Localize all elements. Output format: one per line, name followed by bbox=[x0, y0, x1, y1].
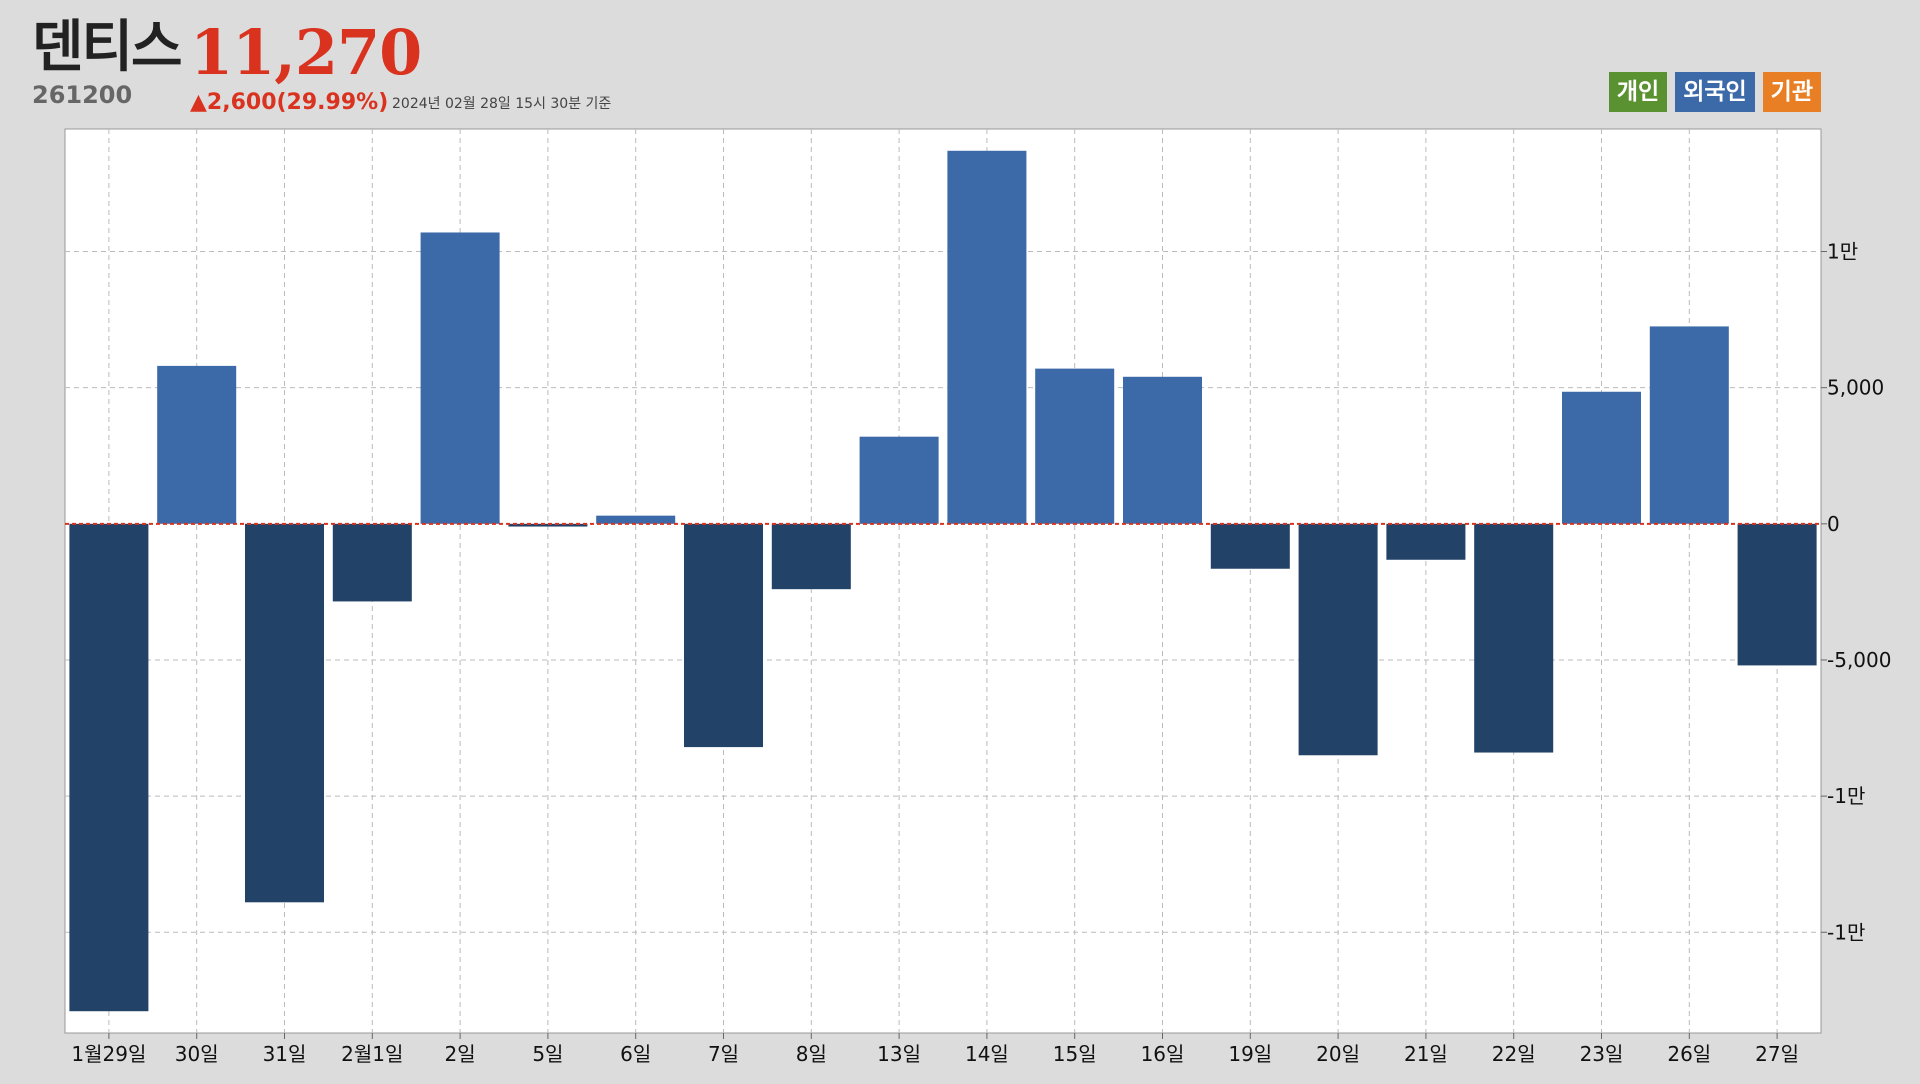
x-tick-label-6: 5일 bbox=[532, 1042, 563, 1066]
x-tick-label-11: 14일 bbox=[965, 1042, 1009, 1066]
x-tick-label-13: 16일 bbox=[1141, 1042, 1185, 1066]
stock-name: 덴티스 bbox=[32, 15, 183, 80]
x-tick-label-20: 27일 bbox=[1755, 1042, 1799, 1066]
legend-item-individual[interactable]: 개인 bbox=[1608, 72, 1668, 112]
x-tick-label-14: 19일 bbox=[1228, 1042, 1272, 1066]
bar-2 bbox=[157, 365, 237, 524]
timestamp: 2024년 02월 28일 15시 30분 기준 bbox=[392, 96, 612, 112]
stock-price: 11,270 bbox=[190, 16, 422, 89]
y-tick-label-1: 1만 bbox=[1827, 240, 1858, 264]
y-tick-label-3: 0 bbox=[1827, 512, 1840, 536]
chart-header: 덴티스 11,270 261200 ▲2,600(29.99%) 2024년 0… bbox=[0, 0, 1920, 128]
x-tick-label-7: 6일 bbox=[620, 1042, 651, 1066]
bar-18 bbox=[1561, 391, 1642, 524]
bar-17 bbox=[1474, 523, 1554, 753]
legend: 개인 외국인 기관 bbox=[1608, 72, 1821, 112]
stock-code: 261200 bbox=[32, 81, 133, 109]
x-tick-label-2: 30일 bbox=[175, 1042, 219, 1066]
bar-9 bbox=[771, 523, 851, 590]
bar-10 bbox=[859, 436, 939, 524]
y-tick-label-6: -1만 bbox=[1827, 920, 1865, 944]
x-tick-label-17: 22일 bbox=[1492, 1042, 1536, 1066]
x-tick-label-18: 23일 bbox=[1580, 1042, 1624, 1066]
x-tick-label-12: 15일 bbox=[1053, 1042, 1097, 1066]
y-tick-label-5: -1만 bbox=[1827, 784, 1865, 808]
y-tick-label-2: 5,000 bbox=[1827, 376, 1884, 400]
bar-1 bbox=[69, 523, 149, 1012]
x-tick-label-5: 2일 bbox=[445, 1042, 476, 1066]
x-tick-label-3: 31일 bbox=[263, 1042, 307, 1066]
legend-item-institution[interactable]: 기관 bbox=[1762, 72, 1821, 112]
x-tick-label-15: 20일 bbox=[1316, 1042, 1360, 1066]
x-tick-label-8: 7일 bbox=[708, 1042, 739, 1066]
bar-15 bbox=[1298, 523, 1378, 756]
bar-3 bbox=[244, 523, 325, 903]
bar-4 bbox=[332, 523, 412, 602]
bar-5 bbox=[420, 232, 500, 524]
x-tick-label-4: 2월1일 bbox=[341, 1042, 403, 1066]
bar-11 bbox=[947, 150, 1027, 524]
y-tick-label-4: -5,000 bbox=[1827, 648, 1891, 672]
x-tick-label-10: 13일 bbox=[877, 1042, 921, 1066]
x-tick-label-9: 8일 bbox=[796, 1042, 827, 1066]
bar-6 bbox=[508, 523, 588, 527]
x-tick-label-16: 21일 bbox=[1404, 1042, 1448, 1066]
x-tick-label-19: 26일 bbox=[1667, 1042, 1711, 1066]
bar-12 bbox=[1035, 368, 1115, 524]
plot-area bbox=[64, 128, 1822, 1034]
legend-item-foreign[interactable]: 외국인 bbox=[1675, 72, 1755, 112]
price-change: ▲2,600(29.99%) bbox=[190, 90, 389, 115]
bar-7 bbox=[596, 515, 676, 524]
bar-16 bbox=[1386, 523, 1466, 560]
x-tick-label-1: 1월29일 bbox=[71, 1042, 146, 1066]
bar-13 bbox=[1122, 376, 1203, 524]
bar-8 bbox=[683, 523, 764, 748]
bar-20 bbox=[1737, 523, 1817, 666]
bar-19 bbox=[1649, 326, 1729, 524]
bar-14 bbox=[1210, 523, 1290, 569]
